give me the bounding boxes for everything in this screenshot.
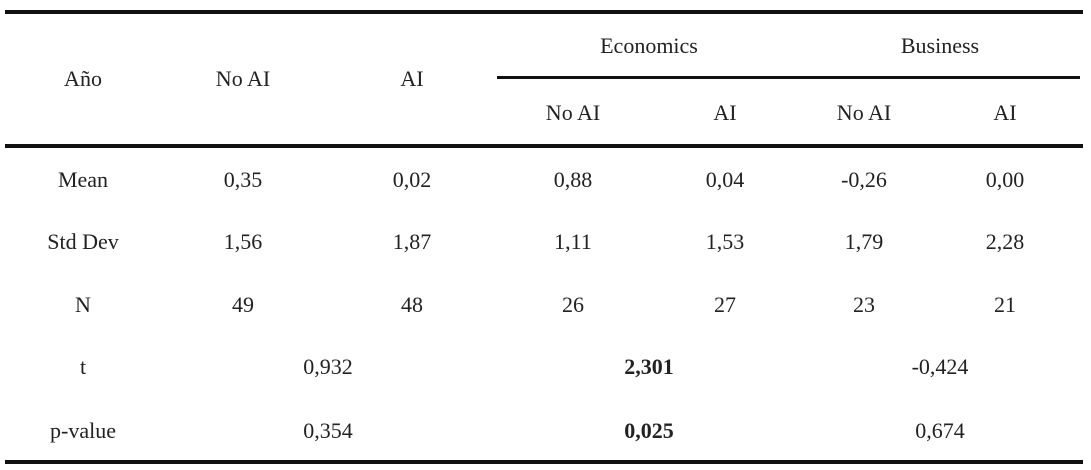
row-label: N [75,292,91,317]
row-label: Mean [57,167,109,192]
test-cell: 0,932 [303,354,353,379]
value-cell: 1,87 [392,229,432,254]
value-cell: -0,26 [841,167,887,192]
test-cell: 0,354 [303,418,353,443]
test-cell: -0,424 [911,354,969,379]
sub-header: No AI [836,100,892,125]
group-rule [497,76,1080,79]
value-cell: 49 [232,292,254,317]
top-rule [5,10,1083,14]
sub-header: AI [713,100,737,125]
value-cell: 21 [994,292,1016,317]
value-cell: 1,56 [223,229,263,254]
group-header: Economics [600,33,698,58]
value-cell: 0,02 [392,167,432,192]
row-label: Std Dev [47,229,119,254]
row-label: t [79,354,87,379]
header-rule [5,144,1083,148]
header-cell: AI [400,66,424,91]
value-cell: 48 [401,292,423,317]
sub-header: AI [993,100,1017,125]
test-cell: 0,025 [624,418,674,443]
value-cell: 27 [714,292,736,317]
header-cell: No AI [215,66,271,91]
value-cell: 0,00 [985,167,1025,192]
value-cell: 2,28 [985,229,1025,254]
value-cell: 23 [853,292,875,317]
sub-header: No AI [545,100,601,125]
value-cell: 0,35 [223,167,263,192]
test-cell: 2,301 [624,354,674,379]
bottom-rule [5,460,1083,464]
value-cell: 0,88 [553,167,593,192]
value-cell: 1,11 [554,229,592,254]
value-cell: 26 [562,292,584,317]
test-cell: 0,674 [915,418,965,443]
value-cell: 1,79 [844,229,884,254]
header-cell: Año [64,66,102,91]
row-label: p-value [50,418,116,443]
group-header: Business [900,33,980,58]
value-cell: 1,53 [705,229,745,254]
value-cell: 0,04 [705,167,745,192]
